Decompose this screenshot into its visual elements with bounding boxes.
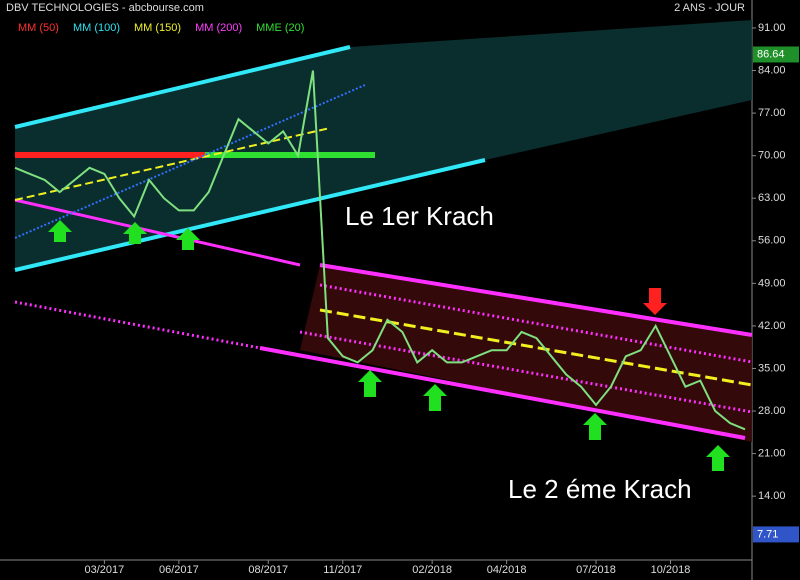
legend-entry: MM (50) [18, 22, 59, 34]
legend-entry: MM (100) [73, 22, 120, 34]
trend-line [319, 283, 753, 364]
legend-entry: MM (150) [134, 22, 181, 34]
trend-line [14, 300, 261, 350]
x-tick-label: 10/2018 [651, 564, 691, 576]
x-tick-label: 02/2018 [412, 564, 452, 576]
trend-line [14, 45, 351, 129]
x-tick-label: 08/2017 [248, 564, 288, 576]
price-label-box [753, 526, 799, 543]
trend-line [259, 346, 746, 440]
y-tick-label: 28.00 [758, 405, 786, 417]
y-tick-label: 91.00 [758, 22, 786, 34]
legend-entry: MM (200) [195, 22, 242, 34]
price-line [14, 70, 746, 431]
y-tick-label: 77.00 [758, 107, 786, 119]
price-label-box [753, 46, 799, 63]
channel-fill [300, 265, 752, 442]
x-tick-label: 11/2017 [323, 564, 362, 576]
trend-line [14, 127, 331, 201]
annotation: Le 1er Krach [345, 201, 494, 231]
trend-line [319, 263, 753, 337]
y-tick-label: 49.00 [758, 277, 786, 289]
trend-line [14, 158, 486, 272]
y-tick-label: 42.00 [758, 320, 786, 332]
chart-title: DBV TECHNOLOGIES - abcbourse.com [6, 2, 204, 14]
legend-entry: MME (20) [256, 22, 304, 34]
trend-line [14, 198, 301, 267]
price-label: 86.64 [757, 48, 785, 60]
y-tick-label: 21.00 [758, 448, 786, 460]
x-tick-label: 03/2017 [85, 564, 125, 576]
chart-subtitle: 2 ANS - JOUR [674, 2, 745, 14]
y-tick-label: 63.00 [758, 192, 786, 204]
x-tick-label: 06/2017 [159, 564, 199, 576]
y-tick-label: 14.00 [758, 490, 786, 502]
x-tick-label: 04/2018 [487, 564, 527, 576]
y-tick-label: 35.00 [758, 362, 786, 374]
y-tick-label: 70.00 [758, 150, 786, 162]
arrow [643, 288, 667, 315]
arrows [48, 220, 730, 471]
y-tick-label: 84.00 [758, 64, 786, 76]
x-tick-label: 07/2018 [576, 564, 616, 576]
y-tick-label: 56.00 [758, 235, 786, 247]
price-label: 7.71 [757, 528, 778, 540]
channel-fill [15, 20, 752, 270]
annotation: Le 2 éme Krach [508, 474, 692, 504]
